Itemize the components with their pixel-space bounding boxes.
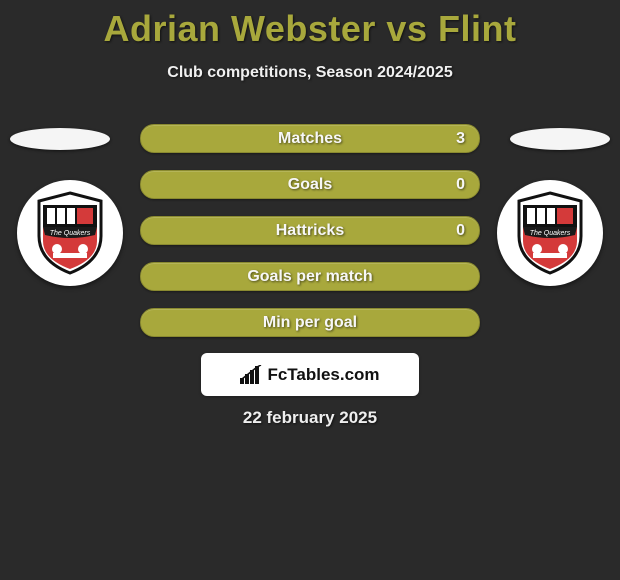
stat-value: 3	[456, 130, 465, 148]
stat-row-goals: Goals 0	[140, 170, 480, 199]
stat-label: Min per goal	[263, 314, 357, 332]
date-text: 22 february 2025	[0, 408, 620, 428]
left-ellipse-marker	[10, 128, 110, 150]
brand-text: FcTables.com	[267, 365, 379, 385]
stat-label: Goals	[288, 176, 332, 194]
stat-row-hattricks: Hattricks 0	[140, 216, 480, 245]
right-ellipse-marker	[510, 128, 610, 150]
stat-row-min-per-goal: Min per goal	[140, 308, 480, 337]
stat-label: Goals per match	[247, 268, 372, 286]
svg-text:The Quakers: The Quakers	[50, 230, 91, 237]
chart-icon	[240, 365, 264, 385]
club-badge-right: The Quakers	[497, 180, 603, 286]
shield-icon: The Quakers	[513, 191, 587, 275]
stat-row-matches: Matches 3	[140, 124, 480, 153]
page-title: Adrian Webster vs Flint	[0, 0, 620, 50]
stat-row-goals-per-match: Goals per match	[140, 262, 480, 291]
stat-label: Matches	[278, 130, 342, 148]
brand-box[interactable]: FcTables.com	[201, 353, 419, 396]
subtitle: Club competitions, Season 2024/2025	[0, 64, 620, 82]
stat-value: 0	[456, 222, 465, 240]
stat-label: Hattricks	[276, 222, 344, 240]
stat-value: 0	[456, 176, 465, 194]
club-badge-left: The Quakers	[17, 180, 123, 286]
shield-icon: The Quakers	[33, 191, 107, 275]
svg-text:The Quakers: The Quakers	[530, 230, 571, 237]
stat-list: Matches 3 Goals 0 Hattricks 0 Goals per …	[140, 124, 480, 354]
